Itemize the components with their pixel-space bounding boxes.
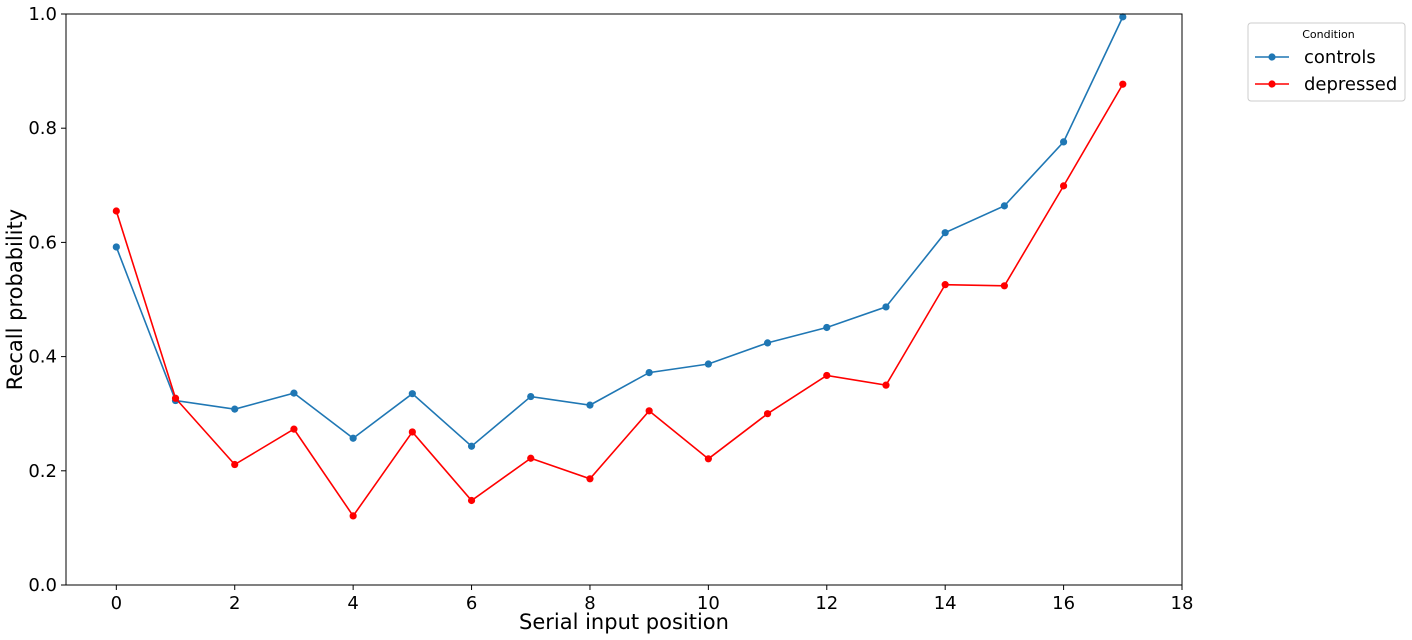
legend-title: Condition: [1302, 28, 1355, 41]
data-point-depressed-13: [882, 381, 890, 389]
series-line-depressed: [115, 83, 1124, 518]
x-tick-label: 4: [347, 593, 358, 614]
data-point-depressed-2: [231, 460, 239, 469]
y-tick-label: 0.6: [28, 232, 57, 253]
x-tick-label: 8: [584, 593, 595, 614]
data-point-controls-4: [349, 434, 357, 442]
x-tick-label: 2: [229, 593, 240, 614]
y-tick-label: 0.8: [28, 118, 57, 139]
data-point-controls-11: [763, 339, 772, 347]
x-tick-label: 16: [1052, 593, 1075, 614]
data-point-depressed-14: [941, 281, 949, 289]
x-tick-label: 18: [1171, 593, 1194, 614]
x-tick-label: 14: [934, 593, 957, 614]
data-point-depressed-6: [467, 496, 476, 505]
data-point-depressed-5: [408, 428, 416, 436]
data-point-depressed-9: [645, 407, 653, 415]
data-point-depressed-12: [823, 371, 831, 380]
data-point-controls-12: [823, 323, 831, 332]
x-axis-title: Serial input position: [519, 610, 729, 634]
data-point-controls-7: [527, 392, 535, 401]
y-tick-label: 0.4: [28, 347, 57, 368]
data-point-depressed-1: [171, 394, 180, 402]
y-axis-title: Recall probability: [3, 209, 27, 390]
y-tick-label: 0.0: [28, 575, 57, 596]
y-tick-label: 0.2: [28, 461, 57, 482]
data-point-depressed-0: [112, 207, 120, 215]
data-point-depressed-8: [586, 475, 594, 483]
data-point-controls-8: [586, 401, 594, 409]
data-point-controls-3: [290, 389, 298, 397]
data-point-controls-16: [1059, 138, 1068, 146]
data-point-depressed-7: [527, 454, 535, 462]
legend-label-controls: controls: [1304, 47, 1376, 68]
y-tick-label: 1.0: [28, 4, 57, 25]
data-point-depressed-17: [1119, 80, 1127, 88]
legend: Condition controls depressed: [1247, 22, 1406, 102]
plot-frame: [65, 13, 1183, 586]
axes: 0 2 4 6 8 10 12 14 16 18 0.0 0.2 0.4 0.6 0.8 1.0: [28, 4, 1193, 614]
data-point-depressed-16: [1059, 182, 1068, 190]
data-point-controls-6: [467, 442, 476, 450]
data-point-controls-14: [941, 229, 949, 237]
data-point-depressed-4: [349, 512, 357, 520]
data-point-controls-10: [704, 360, 712, 368]
data-point-depressed-10: [704, 455, 712, 463]
data-point-controls-5: [408, 390, 416, 398]
series-line-controls: [115, 16, 1124, 448]
plot-area: [112, 13, 1127, 520]
data-point-depressed-3: [290, 425, 298, 433]
data-point-controls-2: [231, 405, 239, 413]
x-tick-label: 12: [815, 593, 838, 614]
data-point-depressed-11: [763, 410, 772, 418]
data-point-controls-9: [645, 368, 653, 377]
legend-marker-controls: [1268, 53, 1276, 61]
data-point-depressed-15: [1000, 282, 1008, 290]
legend-label-depressed: depressed: [1304, 74, 1397, 95]
data-point-controls-13: [882, 303, 890, 311]
data-point-controls-15: [1000, 202, 1008, 210]
x-tick-label: 6: [466, 593, 477, 614]
x-tick-label: 10: [697, 593, 720, 614]
data-point-controls-0: [112, 243, 120, 251]
legend-frame: [1247, 22, 1406, 102]
data-point-controls-17: [1119, 13, 1127, 21]
x-tick-label: 0: [111, 593, 122, 614]
legend-marker-depressed: [1268, 80, 1276, 88]
